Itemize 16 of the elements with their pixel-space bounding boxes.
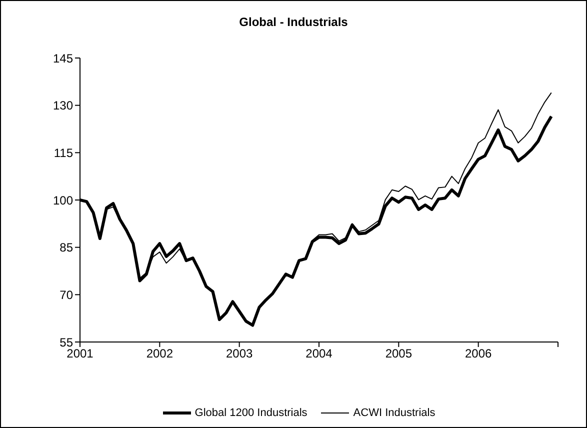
x-tick-label: 2002 <box>146 346 174 361</box>
y-tick-label: 70 <box>60 288 74 302</box>
y-tick-label: 145 <box>52 51 74 66</box>
x-tick-label: 2003 <box>226 346 254 361</box>
legend-label: Global 1200 Industrials <box>194 407 308 419</box>
y-tick-label: 130 <box>52 98 74 113</box>
x-tick-label: 2001 <box>66 346 94 361</box>
chart-title: Global - Industrials <box>238 15 349 29</box>
y-tick-label: 100 <box>52 193 74 208</box>
x-tick-label: 2006 <box>464 346 492 361</box>
y-tick-label: 85 <box>60 240 74 255</box>
legend-label: ACWI Industrials <box>353 407 436 419</box>
x-tick-label: 2004 <box>306 346 333 361</box>
y-tick-label: 55 <box>60 335 74 350</box>
x-tick-label: 2005 <box>385 346 412 361</box>
y-tick-label: 115 <box>54 146 74 160</box>
